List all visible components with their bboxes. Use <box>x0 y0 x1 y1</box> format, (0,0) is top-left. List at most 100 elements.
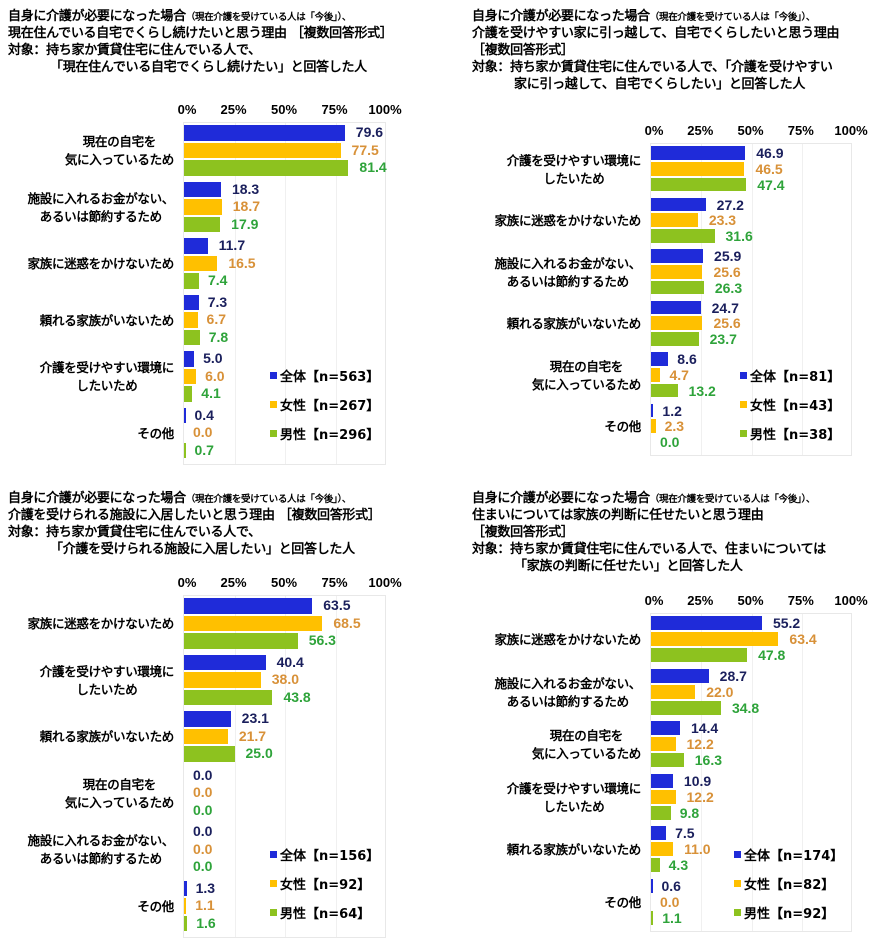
category-label-line: 頼れる家族がいないため <box>506 316 642 332</box>
category-group: 施設に入れるお金がない、 あるいは節約するため 28.7 22.0 34.8 <box>495 668 851 722</box>
bar-female <box>184 312 198 328</box>
legend-swatch-icon <box>270 400 277 408</box>
legend-item-all: 全体【n=81】 <box>740 366 840 385</box>
category-label: 現在の自宅を 気に入っているため <box>65 776 174 812</box>
x-axis-tick-label: 25% <box>687 123 714 138</box>
category-group: 介護を受けやすい環境に したいため 5.0 6.0 4.1 <box>40 350 385 408</box>
value-label-female: 4.7 <box>669 366 689 383</box>
chart-panel-move-accessible-home: 自身に介護が必要になった場合（現在介護を受けている人は「今後」）、介護を受けやす… <box>472 8 872 468</box>
category-label-line: 家族に迷惑をかけないため <box>494 632 642 648</box>
value-label-female: 77.5 <box>351 141 379 158</box>
category-label-line: 頼れる家族がいないため <box>39 312 175 328</box>
value-label-female: 21.7 <box>238 727 267 744</box>
plot-area: 現在の自宅を 気に入っているため 79.6 77.5 81.4 施設に入れるお金がない、あ… <box>28 122 387 465</box>
value-label-all: 11.7 <box>218 237 246 253</box>
category-group: 現在の自宅を 気に入っているため 8.6 4.7 13.2 <box>532 351 851 404</box>
value-label-all: 0.6 <box>661 877 681 894</box>
value-label-all: 1.3 <box>195 879 216 896</box>
category-label-line: あるいは節約するため <box>506 693 629 709</box>
category-label-line: 頼れる家族がいないため <box>39 729 175 745</box>
x-axis-ticks: 0% 25% 50% 75% 100% <box>178 102 402 118</box>
x-axis-tick-label: 100% <box>834 123 868 138</box>
category-label-line: その他 <box>137 425 174 441</box>
category-label: 頼れる家族がいないため <box>507 841 642 859</box>
x-axis-tick-label: 75% <box>321 102 348 117</box>
value-label-male: 17.9 <box>231 215 259 232</box>
legend-label: 女性【n=267】 <box>280 398 380 414</box>
gridline <box>801 144 803 455</box>
value-label-female: 63.4 <box>789 631 817 648</box>
value-label-female: 12.2 <box>686 736 714 753</box>
bar-male <box>651 805 671 820</box>
x-axis-tick-label: 50% <box>270 102 298 117</box>
title-note: （現在介護を受けている人は「今後」）、 <box>185 12 352 23</box>
category-label-line: 現在の自宅を <box>82 776 157 792</box>
value-label-female: 25.6 <box>713 315 741 332</box>
value-label-all: 5.0 <box>203 350 223 366</box>
category-label: 家族に迷惑をかけないため <box>495 212 642 230</box>
bar-male <box>651 332 699 346</box>
title-text: 対象：持ち家か賃貸住宅に住んでいる人で、住まいについては <box>472 542 826 557</box>
category-label-line: 施設に入れるお金がない、 <box>27 190 175 206</box>
x-axis-tick-label: 25% <box>220 102 247 117</box>
category-label-line: 介護を受けやすい環境に <box>506 780 642 796</box>
bar-all <box>184 880 187 896</box>
chart-title: 自身に介護が必要になった場合（現在介護を受けている人は「今後」）、 介護を受けやす… <box>472 8 840 93</box>
value-label-female: 6.0 <box>205 367 225 384</box>
value-label-female: 0.0 <box>193 424 213 440</box>
title-line: 対象：持ち家か賃貸住宅に住んでいる人で、住まいについては <box>472 541 826 558</box>
title-line: 現在住んでいる自宅でくらし続けたいと思う理由 ［複数回答形式］ <box>8 25 393 42</box>
bar-male <box>184 746 235 762</box>
bar-male <box>184 160 349 176</box>
category-label-line: 家族に迷惑をかけないため <box>27 256 175 272</box>
category-group: 頼れる家族がいないため 24.7 25.6 23.7 <box>507 300 851 353</box>
value-label-all: 0.0 <box>193 823 213 839</box>
category-label: 家族に迷惑をかけないため <box>27 615 175 633</box>
gridline <box>335 596 337 937</box>
bar-female <box>651 789 676 804</box>
title-line: 対象：持ち家か賃貸住宅に住んでいる人で、「介護を受けやすい <box>472 59 839 76</box>
x-axis-tick-label: 50% <box>737 593 764 608</box>
bar-all <box>651 300 701 315</box>
category-group: 施設に入れるお金がない、 あるいは節約するため 18.3 18.7 17.9 <box>28 181 385 239</box>
category-group: その他 1.2 2.3 0.0 <box>604 403 851 456</box>
chart-panel-care-facility: 自身に介護が必要になった場合（現在介護を受けている人は「今後」）、 介護を受けられ… <box>8 490 438 940</box>
category-label: 介護を受けやすい環境に したいため <box>507 152 642 188</box>
bar-female <box>651 161 745 176</box>
legend-item-male: 男性【n=38】 <box>740 424 840 443</box>
legend-swatch-icon <box>270 429 277 437</box>
bar-all <box>184 407 186 423</box>
category-label-line: 施設に入れるお金がない、 <box>494 255 642 271</box>
gridline <box>751 614 753 931</box>
gridline <box>751 144 753 455</box>
plot-area: 家族に迷惑をかけないため 55.2 63.4 47.8 施設に入れるお金がない、 あるいは… <box>495 613 852 932</box>
value-label-male: 34.8 <box>731 699 760 716</box>
legend-item-male: 男性【n=92】 <box>734 903 834 922</box>
title-line: 自身に介護が必要になった場合（現在介護を受けている人は「今後」）、 <box>472 8 839 25</box>
bar-all <box>651 878 653 893</box>
bar-all <box>651 352 669 366</box>
value-label-female: 46.5 <box>755 160 783 177</box>
bar-male <box>184 216 221 232</box>
category-label: その他 <box>137 425 174 443</box>
value-label-all: 55.2 <box>772 615 801 631</box>
bar-male <box>651 383 678 398</box>
category-group: 家族に迷惑をかけないため 63.5 68.5 56.3 <box>28 597 385 655</box>
category-label-line: その他 <box>604 894 641 910</box>
category-label-line: 家族に迷惑をかけないため <box>27 616 175 632</box>
title-text: 「家族の判断に任せたい」と回答した人 <box>514 559 743 574</box>
bar-male <box>651 229 715 243</box>
legend-label: 女性【n=43】 <box>750 398 841 414</box>
title-line: 対象：持ち家か賃貸住宅に住んでいる人で、 <box>8 524 381 541</box>
bar-female <box>184 255 218 271</box>
value-label-female: 11.0 <box>684 841 711 858</box>
plot-area: 家族に迷惑をかけないため 63.5 68.5 56.3 介護を受けやすい環境に したいため… <box>28 595 386 938</box>
title-text: ［複数回答形式］ <box>472 43 574 58</box>
bar-all <box>651 721 680 736</box>
value-label-female: 6.7 <box>206 311 226 327</box>
value-label-male: 26.3 <box>714 279 743 296</box>
title-text: 自身に介護が必要になった場合 <box>472 9 650 24</box>
bar-all <box>651 403 654 418</box>
legend-swatch-icon <box>740 429 747 437</box>
bar-male <box>651 910 654 925</box>
